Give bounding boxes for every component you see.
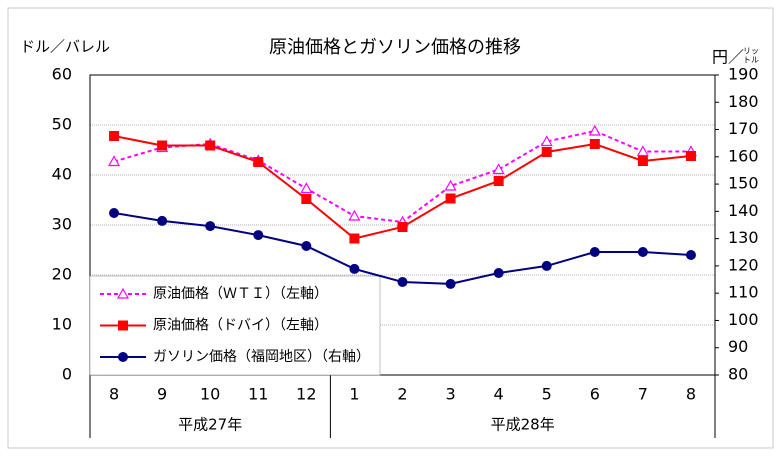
x-tick-label: 10 <box>200 385 220 404</box>
y-tick-label: 10 <box>52 315 72 334</box>
data-point <box>637 247 648 257</box>
x-tick-label: 3 <box>445 385 455 404</box>
data-point <box>589 139 600 149</box>
legend-marker <box>116 287 130 299</box>
data-point <box>540 135 553 147</box>
data-point <box>109 208 120 218</box>
x-tick-label: 4 <box>494 385 504 404</box>
data-point <box>301 194 312 204</box>
y2-tick-label: 140 <box>728 201 759 220</box>
data-point <box>588 124 601 136</box>
data-point <box>349 233 360 244</box>
y2-tick-label: 160 <box>728 146 759 165</box>
y2-tick-label: 120 <box>728 255 759 274</box>
data-point <box>445 193 456 204</box>
y-tick-label: 0 <box>62 365 72 384</box>
data-point <box>444 179 457 191</box>
data-point <box>205 221 216 232</box>
data-point <box>493 268 504 278</box>
data-point <box>589 247 600 257</box>
y2-tick-label: 180 <box>728 92 759 111</box>
y-tick-label: 20 <box>52 265 72 284</box>
y2-axis-label-sub: トル <box>743 56 759 65</box>
y2-tick-label: 80 <box>728 365 748 384</box>
plot-border <box>89 74 716 376</box>
x-tick-label: 8 <box>686 385 696 404</box>
x-tick-label: 6 <box>590 385 600 404</box>
data-point <box>493 176 504 186</box>
x-tick-label: 12 <box>296 385 316 404</box>
data-point <box>157 215 168 226</box>
data-point <box>685 250 696 260</box>
x-group-label: 平成27年 <box>178 416 242 434</box>
data-point <box>445 278 456 289</box>
y2-tick-label: 110 <box>728 283 759 302</box>
data-point <box>637 156 648 166</box>
data-point <box>157 140 168 151</box>
x-tick-label: 9 <box>157 385 167 404</box>
x-tick-label: 5 <box>542 385 552 404</box>
data-point <box>253 157 264 167</box>
data-point <box>492 163 505 175</box>
data-point <box>348 209 361 221</box>
data-point <box>541 260 552 271</box>
data-point <box>108 155 121 167</box>
y2-tick-label: 100 <box>728 310 759 329</box>
data-point <box>349 263 360 274</box>
data-point <box>205 140 216 151</box>
y2-tick-label: 190 <box>728 65 759 84</box>
y2-tick-label: 90 <box>728 337 748 356</box>
y-axis-label: ドル／バレル <box>20 38 110 56</box>
x-tick-label: 1 <box>349 385 359 404</box>
data-point <box>301 241 312 251</box>
chart-title: 原油価格とガソリン価格の推移 <box>269 37 521 58</box>
chart-frame <box>7 7 774 449</box>
legend-label: 原油価格（ドバイ）（左軸） <box>153 318 328 334</box>
x-tick-label: 11 <box>248 385 268 404</box>
data-point <box>253 230 264 241</box>
y-tick-label: 60 <box>52 65 72 84</box>
x-tick-label: 2 <box>397 385 407 404</box>
y-tick-label: 40 <box>52 165 72 184</box>
legend-marker <box>118 320 128 331</box>
data-point <box>397 277 408 287</box>
data-point <box>109 131 120 141</box>
y2-tick-label: 150 <box>728 174 759 193</box>
y-tick-label: 30 <box>52 215 72 234</box>
data-point <box>300 182 313 194</box>
data-point <box>541 147 552 157</box>
x-tick-label: 7 <box>638 385 648 404</box>
data-point <box>636 145 649 157</box>
y2-tick-label: 170 <box>728 119 759 138</box>
legend-label: ガソリン価格（福岡地区）（右軸） <box>153 349 370 365</box>
data-point <box>685 151 696 161</box>
legend-label: 原油価格（ＷＴＩ）（左軸） <box>153 286 328 302</box>
x-group-label: 平成28年 <box>491 416 555 434</box>
y2-axis-label: 円／ <box>712 48 744 67</box>
x-tick-label: 8 <box>109 385 119 404</box>
legend-marker <box>118 352 128 362</box>
y2-axis-label-sub: リッ <box>743 47 759 56</box>
data-point <box>397 222 408 232</box>
y2-tick-label: 130 <box>728 228 759 247</box>
y-tick-label: 50 <box>52 115 72 134</box>
